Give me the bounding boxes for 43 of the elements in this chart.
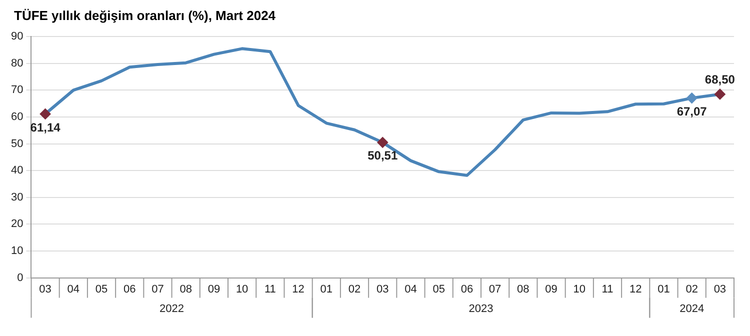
chart-title: TÜFE yıllık değişim oranları (%), Mart 2024	[14, 8, 277, 23]
x-tick-label: 06	[460, 283, 474, 296]
x-tick-label: 11	[264, 283, 276, 296]
y-tick-label: 50	[10, 138, 24, 150]
x-tick-label: 03	[714, 283, 726, 296]
x-tick-label: 10	[573, 283, 586, 296]
y-tick-label: 30	[10, 191, 24, 204]
x-tick-label: 08	[517, 283, 530, 296]
x-tick-label: 10	[236, 283, 248, 296]
data-label: 67,07	[676, 104, 708, 118]
y-tick-label: 0	[17, 272, 24, 284]
x-tick-label: 12	[629, 283, 642, 296]
x-tick-label: 03	[39, 283, 52, 296]
data-label: 61,14	[30, 120, 61, 134]
x-tick-label: 04	[67, 283, 80, 296]
x-tick-label: 04	[404, 283, 417, 296]
y-tick-label: 10	[10, 245, 24, 258]
x-tick-label: 12	[292, 283, 304, 296]
x-tick-label: 07	[488, 283, 502, 296]
x-tick-label: 11	[602, 283, 614, 296]
y-tick-label: 20	[10, 218, 24, 230]
x-tick-label: 01	[658, 283, 670, 296]
y-tick-label: 60	[10, 111, 24, 124]
x-tick-label: 02	[686, 283, 698, 296]
y-tick-label: 40	[10, 164, 24, 177]
x-tick-label: 05	[95, 283, 108, 296]
x-tick-label: 09	[208, 283, 220, 296]
text: 2024	[680, 302, 704, 315]
y-tick-label: 80	[10, 57, 24, 70]
x-tick-label: 09	[545, 283, 558, 296]
x-tick-label: 03	[376, 283, 389, 296]
y-tick-label: 70	[10, 84, 24, 96]
x-tick-label: 01	[320, 283, 333, 296]
x-tick-label: 02	[348, 283, 361, 296]
y-tick-label: 90	[10, 30, 24, 43]
x-tick-label: 06	[123, 283, 136, 296]
x-tick-label: 07	[152, 283, 164, 296]
x-tick-label: 05	[432, 283, 445, 296]
data-label: 68,50	[704, 72, 736, 87]
text: 2023	[468, 302, 494, 315]
x-tick-label: 08	[180, 283, 192, 296]
text: 2022	[160, 302, 184, 315]
data-label: 50,51	[368, 148, 398, 163]
